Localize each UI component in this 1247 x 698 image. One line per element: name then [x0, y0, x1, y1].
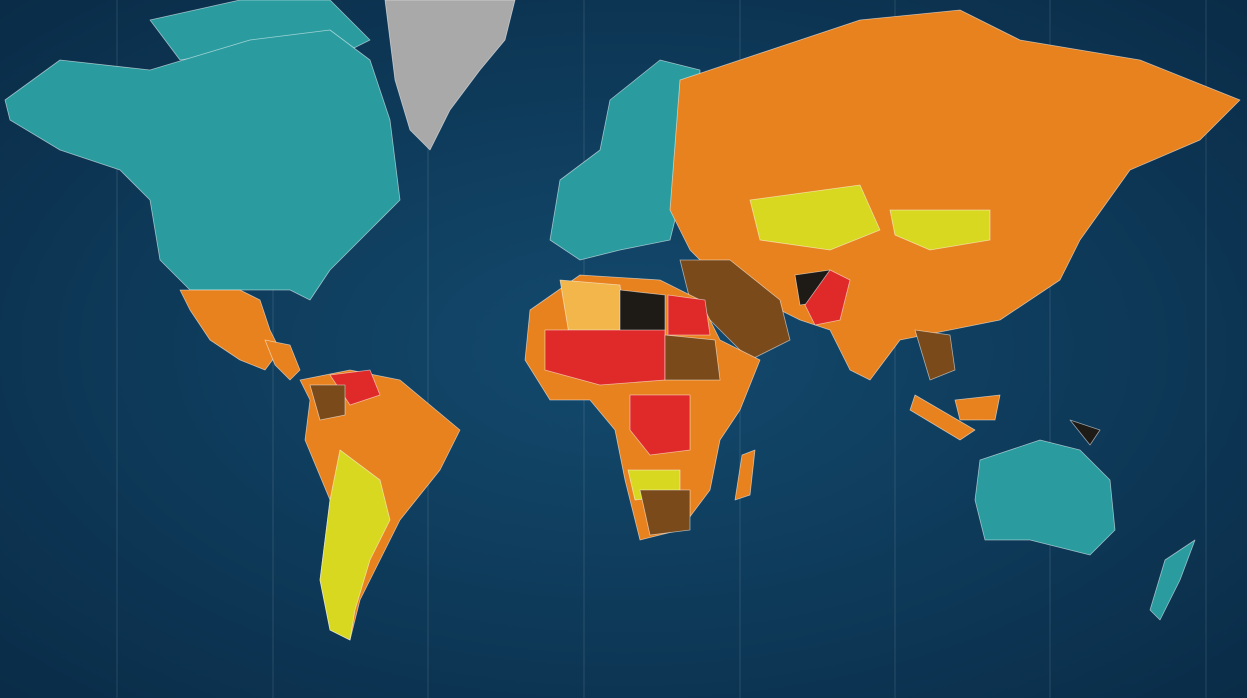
south-africa [639, 489, 691, 536]
indochina [914, 329, 956, 381]
sumatra-java [909, 394, 976, 441]
pakistan [804, 269, 851, 326]
central-america [264, 339, 301, 381]
egypt [667, 294, 711, 336]
madagascar [734, 449, 756, 501]
southern-cone [319, 449, 391, 641]
mexico [179, 289, 281, 371]
sudan [664, 334, 721, 381]
borneo [954, 394, 1001, 421]
sahel [544, 329, 666, 386]
australia [974, 439, 1116, 556]
congo [629, 394, 691, 456]
new-zealand [1149, 539, 1196, 621]
kazakhstan [749, 184, 881, 251]
countries [4, 0, 1241, 641]
north-america [4, 29, 401, 301]
mongolia [889, 209, 991, 251]
greenland [384, 0, 516, 151]
colombia [309, 384, 346, 421]
papua [1069, 419, 1101, 446]
